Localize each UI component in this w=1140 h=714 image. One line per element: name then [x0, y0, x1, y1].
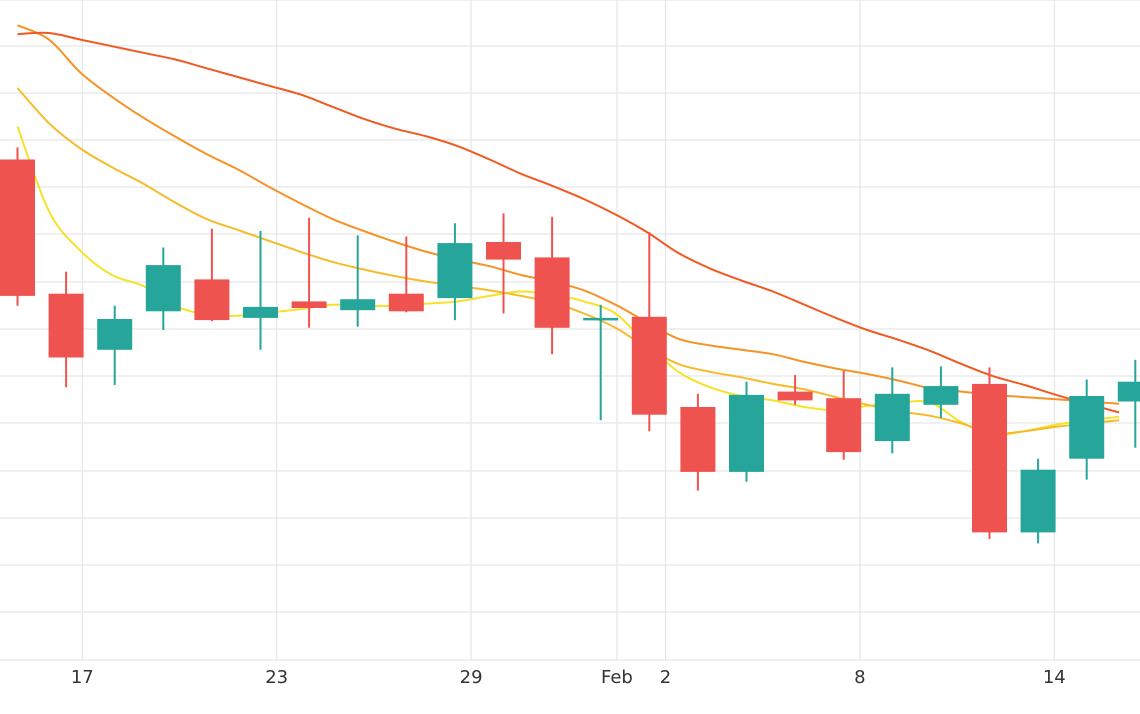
- candle-body: [291, 301, 327, 308]
- x-tick-label: 17: [71, 667, 94, 688]
- candle-body: [923, 386, 959, 405]
- x-axis: 17 23 29 Feb 2 8 14: [71, 667, 1066, 688]
- candle-down: [631, 232, 667, 432]
- candle-body: [194, 279, 230, 321]
- candle-body: [874, 393, 910, 442]
- candle-body: [145, 265, 181, 312]
- candle-body: [486, 242, 521, 260]
- candle-body: [48, 293, 84, 358]
- candles: [0, 147, 1140, 544]
- candle-body: [583, 317, 619, 321]
- candle-up: [243, 231, 278, 350]
- grid-lines: [0, 0, 1140, 661]
- candle-down: [777, 375, 813, 405]
- candle-down: [291, 217, 327, 328]
- candle-body: [631, 316, 667, 415]
- candle-body: [97, 319, 133, 350]
- candle-down: [48, 271, 84, 388]
- candle-down: [972, 367, 1007, 539]
- candle-up: [340, 235, 376, 327]
- candle-body: [1117, 381, 1140, 402]
- candle-body: [729, 394, 764, 472]
- candle-body: [534, 257, 570, 328]
- candle-down: [826, 370, 862, 460]
- candle-up: [437, 223, 473, 321]
- candle-up: [583, 304, 619, 421]
- moving-average-lines: [16, 24, 1120, 436]
- candle-up: [874, 367, 910, 454]
- candle-up: [729, 381, 764, 482]
- candle-down: [0, 147, 35, 306]
- moving-average-line-4: [17, 31, 1120, 414]
- candle-body: [340, 299, 376, 311]
- candle-body: [972, 383, 1007, 533]
- candle-up: [1020, 458, 1056, 544]
- candle-body: [1020, 469, 1056, 533]
- candle-body: [826, 398, 862, 453]
- candle-up: [97, 305, 133, 385]
- candle-down: [534, 216, 570, 355]
- candle-up: [1117, 359, 1140, 448]
- moving-average-line-3: [17, 24, 1120, 405]
- x-tick-label: 29: [460, 667, 483, 688]
- candle-body: [777, 391, 813, 401]
- candle-body: [388, 293, 424, 312]
- candle-down: [388, 236, 424, 313]
- candle-down: [194, 228, 230, 322]
- x-tick-label: 2: [660, 667, 671, 688]
- candle-body: [0, 159, 35, 296]
- candle-up: [145, 247, 181, 330]
- candle-up: [1069, 379, 1105, 480]
- candle-body: [680, 407, 716, 472]
- x-tick-label: 23: [265, 667, 288, 688]
- x-tick-label: 8: [854, 667, 865, 688]
- x-tick-label: Feb: [601, 667, 633, 688]
- candle-up: [923, 366, 959, 418]
- x-tick-label: 14: [1043, 667, 1066, 688]
- candle-body: [1069, 396, 1105, 459]
- candle-down: [486, 213, 521, 314]
- candle-down: [680, 393, 716, 491]
- candle-body: [437, 243, 473, 299]
- candle-body: [243, 306, 278, 318]
